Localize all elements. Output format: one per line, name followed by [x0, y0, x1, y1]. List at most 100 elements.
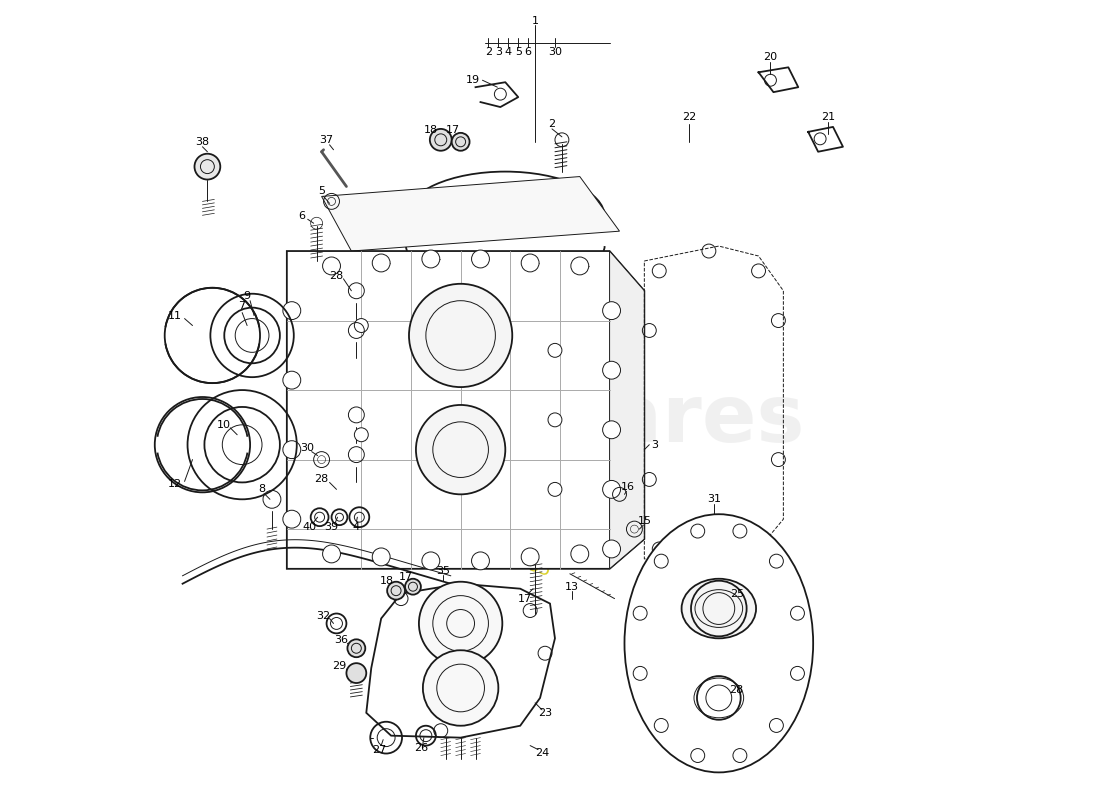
Text: 26: 26: [414, 742, 428, 753]
Circle shape: [733, 749, 747, 762]
Text: 29: 29: [332, 661, 346, 671]
Circle shape: [348, 639, 365, 658]
Circle shape: [548, 482, 562, 496]
Polygon shape: [287, 251, 645, 569]
Circle shape: [603, 421, 620, 438]
Circle shape: [195, 154, 220, 179]
Text: 30: 30: [548, 47, 562, 58]
Circle shape: [769, 718, 783, 733]
Circle shape: [422, 250, 440, 268]
Circle shape: [654, 718, 668, 733]
Circle shape: [354, 318, 368, 333]
Text: 1: 1: [531, 16, 539, 26]
Circle shape: [603, 540, 620, 558]
Circle shape: [603, 481, 620, 498]
Text: 17: 17: [399, 572, 414, 582]
Text: 7: 7: [239, 301, 245, 310]
Circle shape: [372, 548, 390, 566]
Text: 32: 32: [317, 611, 331, 622]
Circle shape: [571, 257, 588, 275]
Circle shape: [691, 524, 705, 538]
Text: 18: 18: [424, 125, 438, 135]
Ellipse shape: [625, 514, 813, 772]
Text: 2: 2: [549, 119, 556, 129]
Circle shape: [472, 250, 490, 268]
Circle shape: [422, 650, 498, 726]
Circle shape: [452, 133, 470, 150]
Text: 31: 31: [707, 494, 721, 504]
Text: 28: 28: [315, 474, 329, 485]
Text: 6: 6: [525, 47, 531, 58]
Circle shape: [691, 749, 705, 762]
Text: 28: 28: [729, 685, 744, 695]
Circle shape: [571, 545, 588, 563]
Text: 13: 13: [564, 582, 579, 592]
Text: 25: 25: [729, 589, 744, 598]
Text: 30: 30: [299, 442, 314, 453]
Text: 11: 11: [167, 310, 182, 321]
Text: eurospares: eurospares: [295, 381, 805, 459]
Text: 20: 20: [763, 52, 778, 62]
Text: 28: 28: [329, 271, 343, 281]
Circle shape: [603, 302, 620, 319]
Text: 8: 8: [258, 484, 265, 494]
Circle shape: [430, 129, 452, 150]
Text: 4: 4: [353, 522, 360, 532]
Circle shape: [283, 371, 300, 389]
Circle shape: [521, 254, 539, 272]
Polygon shape: [366, 584, 556, 738]
Circle shape: [387, 582, 405, 600]
Text: 17: 17: [446, 125, 460, 135]
Text: 19: 19: [465, 75, 480, 86]
Circle shape: [372, 254, 390, 272]
Circle shape: [634, 666, 647, 680]
Text: 5: 5: [515, 47, 521, 58]
Circle shape: [603, 362, 620, 379]
Text: 24: 24: [535, 747, 549, 758]
Text: 21: 21: [821, 112, 835, 122]
Ellipse shape: [682, 578, 756, 638]
Circle shape: [322, 257, 341, 275]
Text: 38: 38: [196, 137, 209, 147]
Circle shape: [634, 606, 647, 620]
Text: 27: 27: [372, 745, 386, 754]
Polygon shape: [321, 177, 619, 251]
Circle shape: [409, 284, 513, 387]
Text: 18: 18: [381, 576, 394, 586]
Circle shape: [733, 524, 747, 538]
Text: 22: 22: [682, 112, 696, 122]
Circle shape: [472, 552, 490, 570]
Text: 4: 4: [505, 47, 512, 58]
Circle shape: [548, 343, 562, 358]
Text: 17: 17: [518, 594, 532, 604]
Circle shape: [405, 578, 421, 594]
Circle shape: [548, 413, 562, 427]
Circle shape: [521, 548, 539, 566]
Circle shape: [354, 428, 368, 442]
Circle shape: [791, 666, 804, 680]
Text: 5: 5: [318, 186, 326, 197]
Circle shape: [346, 663, 366, 683]
Text: 3: 3: [495, 47, 502, 58]
Text: 3: 3: [651, 440, 658, 450]
Text: 6: 6: [298, 211, 305, 222]
Text: 16: 16: [620, 482, 635, 492]
Circle shape: [283, 441, 300, 458]
Text: 23: 23: [538, 708, 552, 718]
Text: 35: 35: [436, 566, 450, 576]
Text: 37: 37: [319, 135, 333, 145]
Circle shape: [769, 554, 783, 568]
Circle shape: [419, 582, 503, 665]
Polygon shape: [609, 251, 645, 569]
Text: 9: 9: [243, 290, 251, 301]
Text: 10: 10: [218, 420, 231, 430]
Text: 40: 40: [302, 522, 317, 532]
Circle shape: [283, 510, 300, 528]
Circle shape: [416, 405, 505, 494]
Circle shape: [654, 554, 668, 568]
Circle shape: [791, 606, 804, 620]
Circle shape: [322, 545, 341, 563]
Text: 2: 2: [485, 47, 492, 58]
Text: 15: 15: [637, 516, 651, 526]
Text: a passion for parts since 1985: a passion for parts since 1985: [288, 478, 553, 580]
